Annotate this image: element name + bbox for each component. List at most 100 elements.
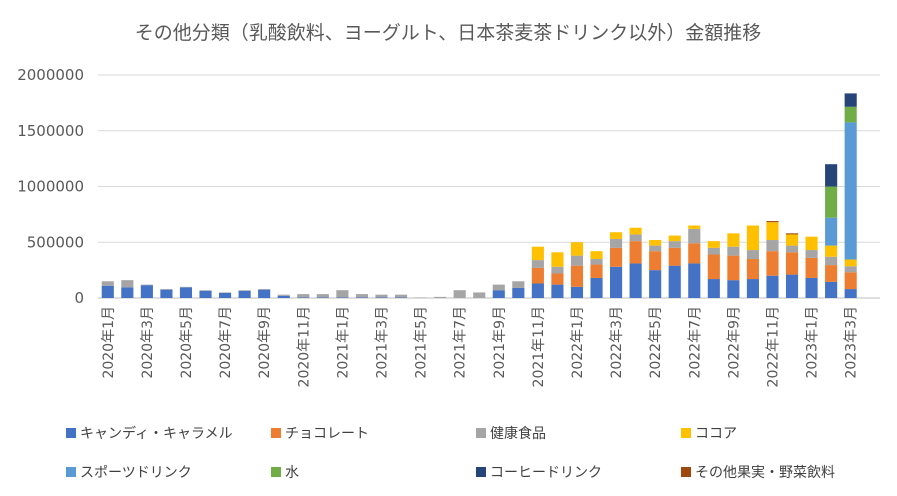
y-tick-label: 500000 [27, 233, 84, 251]
bar-segment [121, 287, 134, 298]
legend-swatch [681, 428, 691, 438]
bar-segment [844, 106, 857, 123]
x-tick-label: 2020年11月 [296, 306, 312, 387]
legend-item: 水 [271, 465, 299, 481]
bar-segment [590, 264, 603, 278]
chart-title: その他分類（乳酸飲料、ヨーグルト、日本茶麦茶ドリンク以外）金額推移 [135, 22, 762, 44]
bar-segment [258, 289, 271, 298]
bar-segment [825, 281, 838, 298]
x-tick-label: 2021年9月 [492, 306, 508, 379]
bar-segment [101, 281, 114, 286]
legend-label: コーヒードリンク [490, 465, 602, 481]
x-tick-label: 2022年1月 [570, 306, 586, 379]
bar-segment [492, 290, 505, 298]
bar-segment [258, 289, 271, 290]
bar-segment [316, 297, 329, 298]
bar-segment [649, 240, 662, 246]
x-tick-label: 2021年3月 [374, 306, 390, 379]
legend-item: スポーツドリンク [66, 465, 192, 481]
bar-segment [844, 272, 857, 290]
bar-segment [297, 294, 310, 298]
bar-segment [375, 297, 388, 298]
bar-segment [219, 292, 232, 293]
bar-segment [316, 294, 329, 298]
legend-swatch [476, 467, 486, 477]
bar-segment [277, 295, 290, 298]
bar-segment [727, 255, 740, 281]
y-tick-label: 1000000 [17, 178, 84, 196]
bar-segment [785, 252, 799, 275]
bar-segment [844, 93, 857, 107]
bar-segment [844, 259, 857, 267]
x-tick-label: 2020年5月 [179, 306, 195, 379]
bar-segment [825, 186, 838, 218]
bar-segment [805, 257, 818, 278]
x-tick-label: 2020年3月 [140, 306, 156, 379]
bar-segment [179, 286, 193, 288]
legend-item: チョコレート [271, 426, 369, 442]
bar-segment [434, 296, 447, 298]
x-tick-label: 2020年1月 [101, 306, 117, 379]
x-tick-label: 2021年5月 [414, 306, 430, 379]
bar-segment [688, 225, 701, 229]
bar-segment [570, 242, 584, 256]
legend-label: 健康食品 [490, 425, 546, 442]
bar-segment [766, 222, 779, 241]
legend-item: コーヒードリンク [476, 465, 602, 481]
x-tick-label: 2020年9月 [257, 306, 273, 379]
x-tick-label: 2021年11月 [531, 306, 547, 387]
bar-segment [531, 246, 544, 261]
bar-segment [590, 258, 603, 265]
bar-segment [629, 234, 642, 242]
legend-item: キャンディ・キャラメル [66, 425, 233, 442]
bar-segment [649, 251, 662, 271]
bar-segment [688, 243, 701, 264]
bar-segment [629, 227, 642, 235]
bar-segment [825, 265, 838, 282]
x-tick-label: 2022年5月 [648, 306, 664, 379]
legend-item: その他果実・野菜飲料 [681, 465, 835, 481]
bar-segment [531, 260, 544, 268]
bar-segment [668, 247, 681, 266]
bar-segment [570, 265, 584, 287]
bar-segment [785, 245, 799, 253]
bar-segment [394, 294, 408, 298]
bar-segment [512, 287, 525, 298]
legend-item: 健康食品 [476, 425, 546, 442]
bar-segment [649, 270, 662, 298]
legend-item: ココア [681, 426, 737, 442]
legend-swatch [681, 467, 691, 477]
bar-segment [707, 241, 720, 248]
bar-segment [375, 294, 388, 298]
bar-segment [610, 247, 623, 267]
bar-segment [688, 263, 701, 298]
bar-segment [551, 266, 564, 274]
bar-segment [825, 217, 838, 246]
bar-segment [179, 287, 193, 298]
bar-segment [394, 297, 408, 298]
bar-segment [219, 292, 232, 298]
bar-segment [707, 279, 720, 298]
bar-segment [785, 233, 799, 235]
legend-swatch [476, 428, 486, 438]
legend-label: スポーツドリンク [80, 465, 192, 481]
bar-segment [531, 283, 544, 298]
x-tick-label: 2021年7月 [453, 306, 469, 379]
y-tick-label: 0 [74, 289, 84, 307]
bar-segment [277, 294, 290, 296]
bar-segment [590, 277, 603, 298]
x-axis: 2020年1月 2020年3月 2020年5月 2020年7月 2020年9月 2020年… [101, 306, 860, 387]
bar-segment [610, 238, 623, 248]
bar-segment [707, 247, 720, 255]
bar-segment [746, 279, 759, 298]
x-tick-label: 2022年11月 [765, 306, 781, 387]
bar-segment [140, 285, 153, 298]
bar-segment [785, 234, 799, 246]
bar-segment [629, 263, 642, 298]
legend-label: 水 [285, 465, 299, 481]
bar-segment [590, 251, 603, 259]
x-tick-label: 2020年7月 [218, 306, 234, 379]
bars [101, 93, 857, 298]
bar-segment [570, 255, 584, 266]
